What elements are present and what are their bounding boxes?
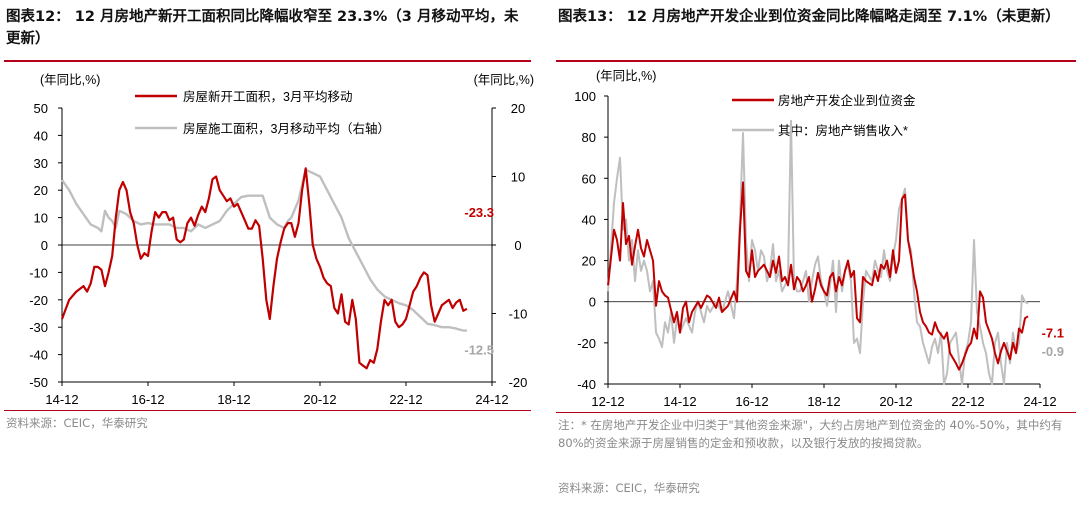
right-chart-source: 资料来源：CEIC，华泰研究 [558,481,700,495]
y-tick-label: -20 [577,336,596,351]
left-title-rule [4,60,531,62]
left-chart-panel: 图表12： 12 月房地产新开工面积同比降幅收窄至 23.3%（3 月移动平均，… [0,0,535,505]
x-tick-label: 18-12 [217,392,250,407]
x-tick-label: 14-12 [663,394,696,408]
new-starts-line [60,167,468,370]
funds-available-line [607,181,1029,371]
right-chart-note: 注：* 在房地产开发企业中归类于"其他资金来源"，大约占房地产到位资金的 40%… [558,418,1063,450]
left-y-tick-label: 0 [41,238,48,253]
x-tick-label: 22-12 [951,394,984,408]
left-chart-title: 图表12： 12 月房地产新开工面积同比降幅收窄至 23.3%（3 月移动平均，… [6,9,519,47]
right-y-axis-unit: (年同比,%) [474,73,534,87]
legend-label: 房地产开发企业到位资金 [778,93,916,108]
y-tick-label: 40 [582,212,596,227]
left-y-tick-label: -30 [29,320,48,335]
left-line-chart: 50 40 30 20 10 0 -10 -20 -30 -40 -50 20 10 0 -10 -20 14-… [29,73,534,407]
y-tick-label: 80 [582,130,596,145]
y-tick-label: 0 [589,295,596,310]
right-line-chart: 100 80 60 40 20 0 -20 -40 12-12 14-12 16-12 18-12 20… [574,69,1064,408]
left-y-tick-label: 30 [34,156,48,171]
new-starts-end-label: -23.3 [464,205,494,220]
left-y-tick-label: -50 [29,375,48,390]
x-tick-label: 22-12 [389,392,422,407]
right-chart-panel: 图表13： 12 月房地产开发企业到位资金同比降幅略走阔至 7.1%（未更新） … [552,0,1080,505]
left-y-tick-label: -40 [29,348,48,363]
left-y-tick-label: 40 [34,128,48,143]
x-tick-label: 16-12 [735,394,768,408]
legend-label: 房屋新开工面积，3月平均移动 [183,89,352,104]
right-y-tick-label: 0 [514,238,521,253]
right-title-rule [556,60,1076,62]
y-axis-unit: (年同比,%) [596,69,656,83]
x-tick-label: 14-12 [45,392,78,407]
left-y-tick-label: -10 [29,265,48,280]
right-chart-title: 图表13： 12 月房地产开发企业到位资金同比降幅略走阔至 7.1%（未更新） [558,9,1060,25]
left-y-tick-label: 20 [34,183,48,198]
x-tick-label: 20-12 [303,392,336,407]
sales-end-label: -0.9 [1042,344,1064,359]
legend-label: 房屋施工面积，3月移动平均（右轴） [183,121,390,136]
y-tick-label: -40 [577,377,596,392]
left-y-tick-label: 10 [34,211,48,226]
construction-area-line [61,168,467,332]
x-tick-label: 12-12 [591,394,624,408]
sales-revenue-line [607,119,1029,385]
funds-end-label: -7.1 [1042,326,1064,341]
right-y-tick-label: -20 [509,375,528,390]
x-tick-label: 20-12 [879,394,912,408]
left-y-tick-label: -20 [29,293,48,308]
right-y-tick-label: 10 [511,170,525,185]
legend-label: 其中：房地产销售收入* [778,123,908,138]
construction-area-end-label: -12.5 [464,343,494,358]
left-y-axis-unit: (年同比,%) [40,73,100,87]
y-tick-label: 20 [582,254,596,269]
y-tick-label: 60 [582,171,596,186]
y-tick-label: 100 [574,89,596,104]
left-footer-rule [4,410,531,411]
right-y-tick-label: 20 [511,101,525,116]
left-chart-source: 资料来源：CEIC，华泰研究 [6,416,148,430]
x-tick-label: 16-12 [131,392,164,407]
right-y-tick-label: -10 [509,307,528,322]
x-tick-label: 24-12 [1023,394,1056,408]
x-tick-label: 18-12 [807,394,840,408]
x-tick-label: 24-12 [475,392,508,407]
right-footer-rule [556,412,1076,413]
left-y-tick-label: 50 [34,101,48,116]
